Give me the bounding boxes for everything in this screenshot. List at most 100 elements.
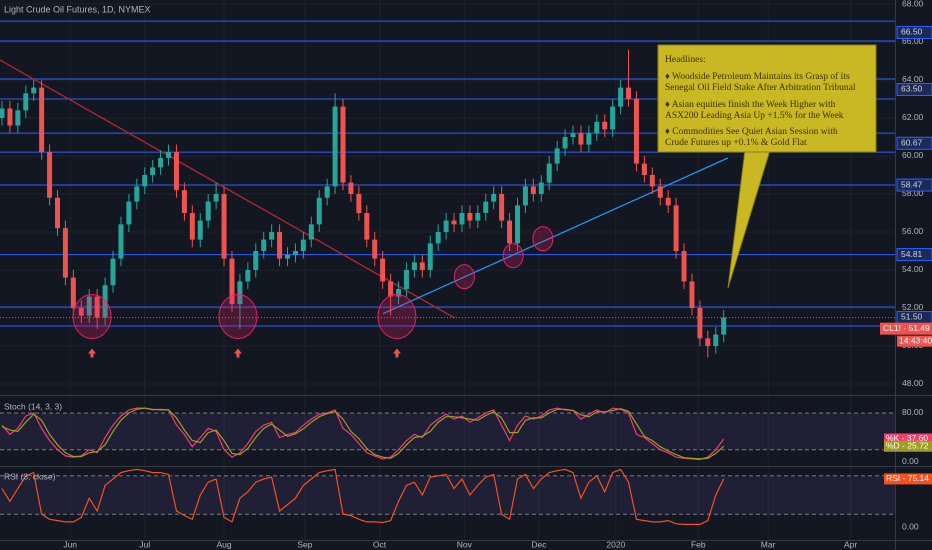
candle-body bbox=[570, 133, 576, 137]
y-tick-label: 48.00 bbox=[902, 378, 924, 388]
countdown-label: 14:43:40 bbox=[899, 335, 932, 345]
callout-line: ASX200 Leading Asia Up +1.5% for the Wee… bbox=[665, 110, 844, 121]
candle-body bbox=[134, 186, 140, 202]
rsi-title: RSI (3, close) bbox=[4, 471, 56, 481]
candle-body bbox=[47, 152, 53, 198]
candle-body bbox=[166, 152, 172, 158]
callout-title: Headlines: bbox=[665, 55, 706, 65]
candle-body bbox=[618, 87, 624, 107]
candle-body bbox=[189, 212, 195, 240]
level-tag-label: 54.81 bbox=[901, 249, 923, 259]
level-tag-label: 63.50 bbox=[901, 84, 923, 94]
candle-body bbox=[705, 338, 711, 346]
candle-body bbox=[356, 193, 362, 213]
candle-body bbox=[562, 136, 568, 149]
candle-body bbox=[689, 281, 695, 308]
indicator-tag bbox=[884, 473, 932, 485]
callout-line: ♦ Commodities See Quiet Asian Session wi… bbox=[665, 127, 838, 137]
callout-line: Senegal Oil Field Stake After Arbitratio… bbox=[665, 82, 856, 93]
candle-body bbox=[173, 152, 179, 191]
candle-body bbox=[62, 228, 68, 278]
candle-body bbox=[594, 121, 600, 134]
level-tag-label: 51.50 bbox=[901, 312, 923, 322]
candle-body bbox=[197, 220, 203, 240]
indicator-line bbox=[1, 407, 725, 461]
candle-body bbox=[665, 197, 671, 206]
candle-body bbox=[435, 231, 441, 244]
last-price-label: CL1! · 51.49 bbox=[883, 323, 930, 333]
y-tick-label: 0.00 bbox=[902, 456, 919, 466]
candle-body bbox=[31, 87, 37, 94]
candle-body bbox=[451, 220, 457, 225]
candle-body bbox=[443, 220, 449, 232]
candle-body bbox=[483, 201, 489, 213]
candle-body bbox=[126, 201, 132, 225]
y-tick-label: 60.00 bbox=[902, 150, 924, 160]
x-tick-label: Jul bbox=[139, 539, 150, 549]
candle-body bbox=[372, 239, 378, 259]
candle-body bbox=[150, 167, 156, 175]
candle-body bbox=[419, 262, 425, 270]
candle-body bbox=[54, 197, 60, 229]
candle-body bbox=[538, 182, 544, 194]
candle-body bbox=[213, 193, 219, 202]
candle-body bbox=[237, 281, 243, 305]
candle-body bbox=[277, 231, 283, 259]
candle-body bbox=[348, 182, 354, 194]
candle-body bbox=[467, 212, 473, 221]
candle-body bbox=[403, 269, 409, 289]
candle-body bbox=[499, 193, 505, 221]
candle-body bbox=[491, 193, 497, 202]
candle-body bbox=[284, 254, 290, 259]
candle-body bbox=[7, 108, 13, 126]
candle-body bbox=[610, 106, 616, 130]
candle-body bbox=[205, 201, 211, 221]
candle-body bbox=[721, 317, 727, 335]
level-tag bbox=[896, 25, 932, 39]
candle-body bbox=[110, 258, 116, 286]
candle-body bbox=[158, 157, 164, 168]
candle-body bbox=[269, 231, 275, 240]
candle-body bbox=[396, 288, 402, 297]
last-price-tag bbox=[880, 322, 932, 335]
candle-body bbox=[39, 87, 45, 153]
candle-body bbox=[380, 258, 386, 282]
candle-body bbox=[657, 186, 663, 198]
candle-body bbox=[94, 296, 100, 318]
candle-body bbox=[364, 212, 370, 240]
stoch-title: Stoch (14, 3, 3) bbox=[4, 401, 62, 411]
candle-body bbox=[324, 186, 330, 198]
highlight-circle bbox=[218, 294, 258, 340]
callout-box bbox=[657, 44, 877, 153]
candle-body bbox=[681, 250, 687, 282]
x-tick-label: Jun bbox=[63, 539, 77, 549]
indicator-tag-label: %D - 25.72 bbox=[886, 440, 929, 450]
highlight-circle bbox=[532, 226, 554, 252]
indicator-panes bbox=[0, 407, 895, 525]
candle-body bbox=[23, 93, 29, 111]
candle-body bbox=[300, 239, 306, 251]
candle-body bbox=[292, 250, 298, 255]
y-tick-label: 80.00 bbox=[902, 407, 924, 417]
y-tick-label: 56.00 bbox=[902, 226, 924, 236]
candle-body bbox=[261, 239, 267, 251]
trendline bbox=[382, 157, 729, 315]
candle-body bbox=[316, 197, 322, 225]
candle-body bbox=[332, 106, 338, 187]
headline-callout: Headlines: ♦ Woodside Petroleum Maintain… bbox=[657, 44, 877, 289]
level-tag-label: 66.50 bbox=[901, 27, 923, 37]
candle-body bbox=[181, 190, 187, 213]
candle-body bbox=[459, 212, 465, 225]
candle-body bbox=[649, 174, 655, 187]
highlight-circle bbox=[72, 294, 112, 340]
x-tick-label: 2020 bbox=[606, 539, 625, 549]
candle-body bbox=[697, 307, 703, 339]
candle-body bbox=[15, 110, 21, 126]
y-tick-label: 58.00 bbox=[902, 188, 924, 198]
candle-body bbox=[578, 133, 584, 145]
highlight-circle bbox=[502, 243, 524, 269]
x-tick-label: Dec bbox=[531, 539, 547, 549]
candle-body bbox=[411, 262, 417, 270]
callout-line: ♦ Woodside Petroleum Maintains its Grasp… bbox=[665, 71, 850, 82]
